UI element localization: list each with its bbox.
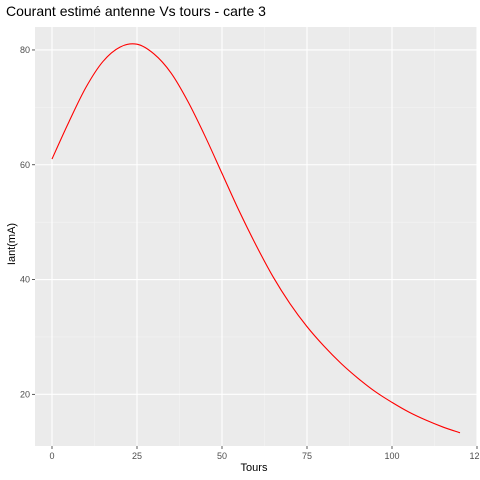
- x-tick-label: 25: [132, 451, 142, 461]
- y-tick-label: 60: [20, 160, 30, 170]
- y-tick-label: 20: [20, 389, 30, 399]
- y-axis: 20 40 60 80: [20, 45, 35, 399]
- plot-panel: [35, 27, 477, 446]
- x-tick-label: 75: [302, 451, 312, 461]
- y-tick-label: 80: [20, 45, 30, 55]
- x-tick-label: 50: [217, 451, 227, 461]
- y-axis-title: Iant(mA): [6, 223, 18, 265]
- x-tick-label: 100: [384, 451, 399, 461]
- x-axis-title: Tours: [241, 462, 268, 474]
- x-axis: 0 25 50 75 100 125: [49, 446, 480, 461]
- x-tick-label: 125: [469, 451, 480, 461]
- chart-title: Courant estimé antenne Vs tours - carte …: [6, 3, 266, 19]
- y-tick-label: 40: [20, 275, 30, 285]
- x-tick-label: 0: [49, 451, 54, 461]
